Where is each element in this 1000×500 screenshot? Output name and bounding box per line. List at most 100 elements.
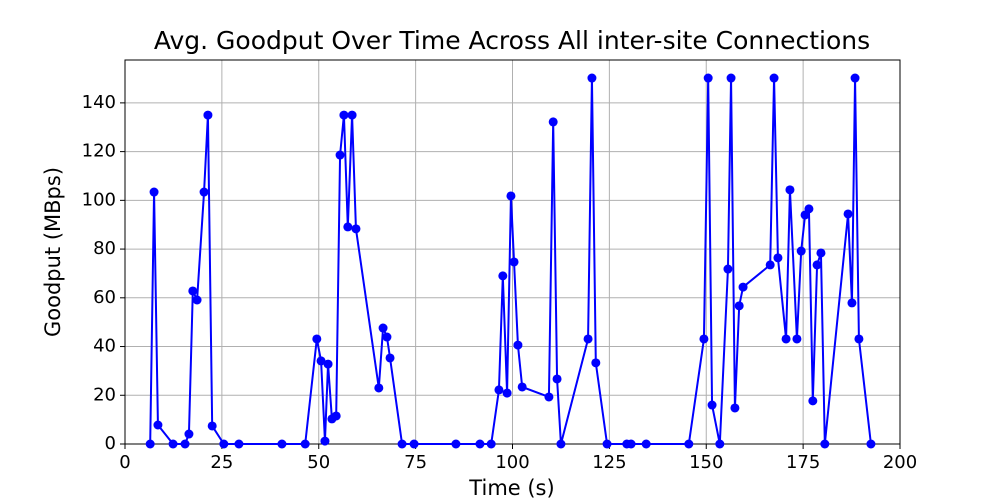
data-point [316,356,326,366]
data-point [203,110,213,120]
data-point [684,439,694,449]
y-tick-label: 120 [82,141,116,162]
data-point [866,439,876,449]
x-tick-label: 50 [307,452,330,473]
y-tick-label: 140 [82,92,116,113]
data-point [188,286,198,296]
data-point [207,421,217,431]
data-point [320,436,330,446]
y-tick-label: 80 [93,238,116,259]
data-point [199,187,209,197]
data-point [409,439,419,449]
data-point [723,264,733,274]
data-point [738,282,748,292]
data-point [808,396,818,406]
data-point [385,353,395,363]
data-point [347,110,357,120]
data-point [812,260,822,270]
data-point [796,246,806,256]
data-point [707,400,717,410]
data-point [730,403,740,413]
data-point [513,340,523,350]
x-tick-label: 25 [210,452,233,473]
data-point [587,73,597,83]
data-point [785,185,795,195]
data-point [847,298,857,308]
data-point [544,392,554,402]
data-point [591,358,601,368]
data-point [168,439,178,449]
x-tick-label: 175 [786,452,820,473]
data-point [343,222,353,232]
y-tick-label: 60 [93,287,116,308]
data-point [145,439,155,449]
data-point [641,439,651,449]
chart-title: Avg. Goodput Over Time Across All inter-… [154,26,870,55]
data-point [854,334,864,344]
data-point [339,110,349,120]
data-point [781,334,791,344]
x-tick-label: 125 [592,452,626,473]
data-point [219,439,229,449]
data-point [486,439,496,449]
x-tick-label: 150 [689,452,723,473]
data-point [382,332,392,342]
data-point [180,439,190,449]
data-point [498,271,508,281]
data-point [374,383,384,393]
data-point [451,439,461,449]
data-point [475,439,485,449]
data-point [312,334,322,344]
data-point [184,429,194,439]
data-point [703,73,713,83]
data-point [323,359,333,369]
data-point [192,295,202,305]
data-point [792,334,802,344]
data-point [234,439,244,449]
data-point [517,382,527,392]
data-point [509,257,519,267]
data-point [773,253,783,263]
data-point [502,388,512,398]
data-point [548,117,558,127]
data-point [715,439,725,449]
data-point [153,420,163,430]
data-point [820,439,830,449]
data-point [699,334,709,344]
data-point [602,439,612,449]
data-point [765,260,775,270]
x-tick-label: 200 [883,452,917,473]
y-tick-label: 40 [93,336,116,357]
data-point [726,73,736,83]
y-tick-label: 100 [82,189,116,210]
data-point [351,224,361,234]
data-point [556,439,566,449]
data-point [850,73,860,83]
data-point [331,411,341,421]
data-point [335,150,345,160]
x-axis-label: Time (s) [468,476,554,500]
data-point [816,248,826,258]
data-point [583,334,593,344]
data-point [552,374,562,384]
data-point [506,191,516,201]
data-point [397,439,407,449]
y-axis-label: Goodput (MBps) [41,167,65,337]
y-tick-label: 20 [93,384,116,405]
x-tick-label: 0 [119,452,130,473]
data-point [804,204,814,214]
data-point [277,439,287,449]
data-point [734,301,744,311]
data-point [494,385,504,395]
data-point [769,73,779,83]
data-point [626,439,636,449]
x-tick-label: 100 [495,452,529,473]
x-tick-label: 75 [404,452,427,473]
plot-frame [124,59,901,445]
data-point [843,209,853,219]
y-tick-label: 0 [105,433,116,454]
data-point [149,187,159,197]
data-point [300,439,310,449]
